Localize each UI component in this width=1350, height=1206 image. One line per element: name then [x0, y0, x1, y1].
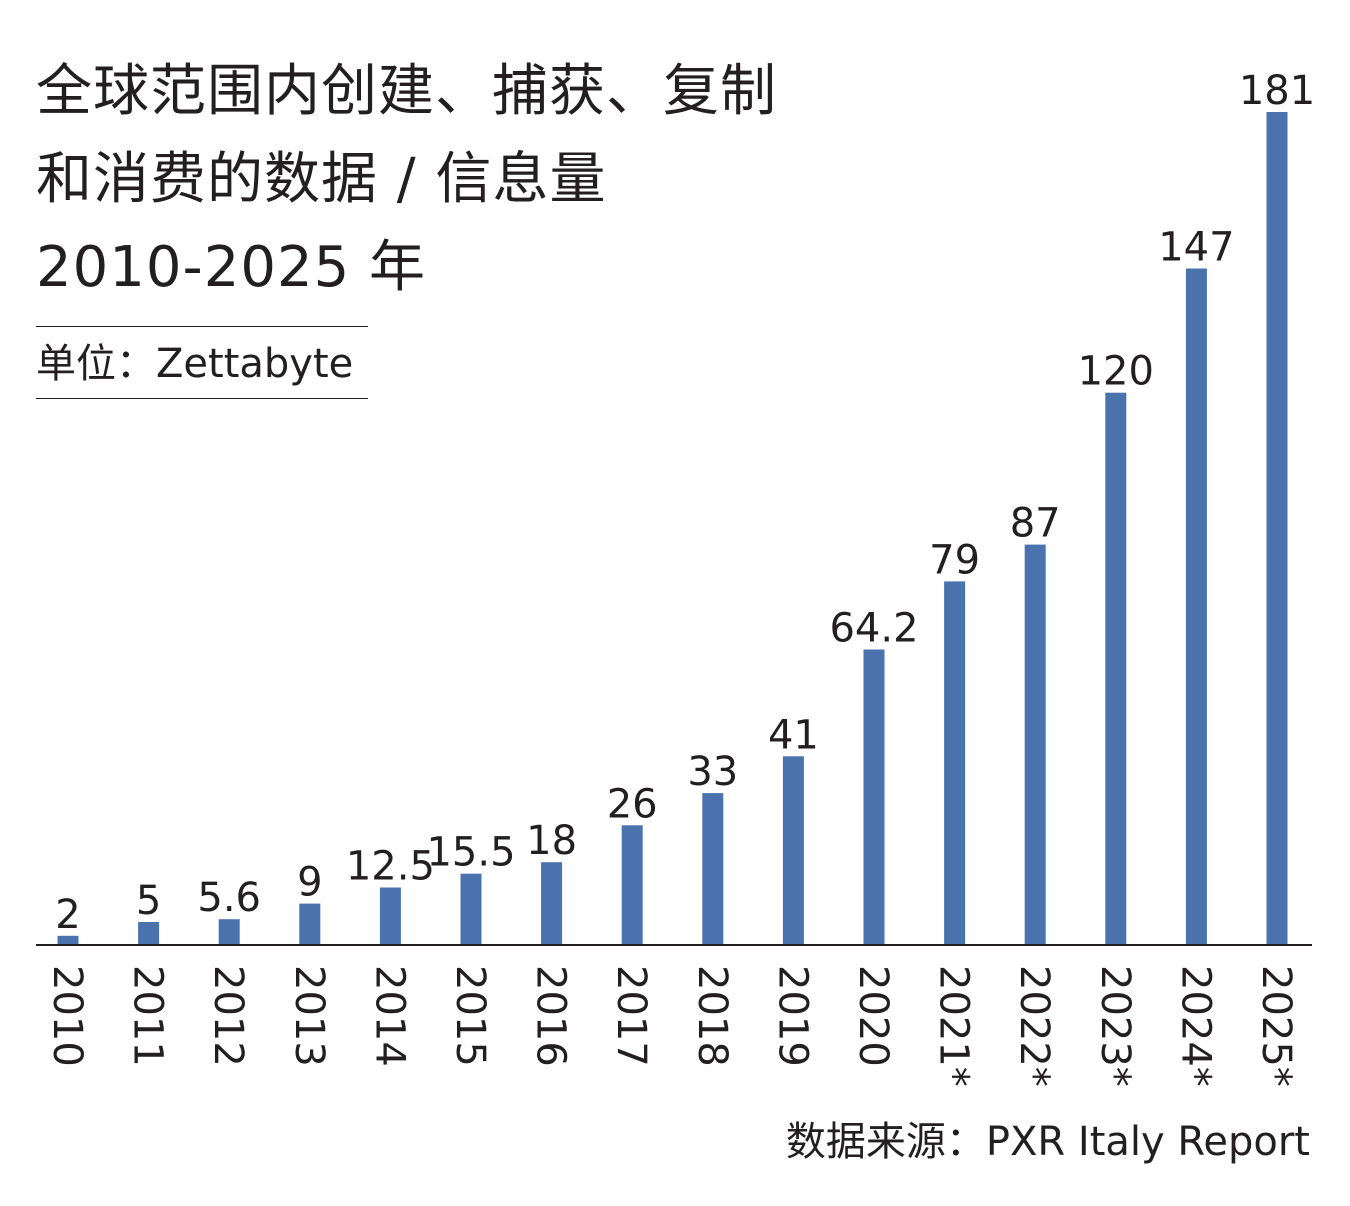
x-tick-label-2018: 2018	[689, 965, 735, 1067]
bar-2013	[299, 903, 321, 945]
data-label-2011: 5	[136, 878, 161, 924]
bar-2010	[57, 935, 79, 945]
x-tick-label-2014: 2014	[366, 965, 412, 1067]
bar-2018	[702, 793, 724, 945]
x-tick-label-2019: 2019	[769, 965, 815, 1067]
chart-title-line-1: 全球范围内创建、捕获、复制	[36, 59, 777, 124]
unit-rule-bottom	[36, 398, 368, 399]
x-tick-label-2020: 2020	[850, 965, 896, 1067]
bar-2015	[460, 873, 482, 945]
x-tick-label-2017: 2017	[608, 965, 654, 1067]
chart-title-line-2: 和消费的数据 / 信息量	[36, 147, 607, 212]
bar-2012	[218, 919, 240, 945]
data-label-2018: 33	[687, 749, 738, 795]
data-label-2014: 12.5	[346, 844, 435, 890]
bar-2016	[541, 862, 563, 945]
data-label-2025*: 181	[1239, 68, 1315, 114]
x-tick-label-2024*: 2024*	[1172, 965, 1218, 1087]
bar-2023*	[1105, 392, 1127, 945]
chart-title-line-3: 2010-2025 年	[36, 235, 427, 300]
data-label-2013: 9	[297, 860, 322, 906]
bar-2020	[863, 649, 885, 945]
bar-2014	[379, 887, 401, 945]
bar-2017	[621, 825, 643, 945]
x-tick-label-2022*: 2022*	[1011, 965, 1057, 1087]
bar-2019	[782, 756, 804, 945]
x-tick-label-2013: 2013	[286, 965, 332, 1067]
data-label-2016: 18	[526, 818, 577, 864]
x-tick-label-2021*: 2021*	[931, 965, 977, 1087]
x-tick-label-2016: 2016	[528, 965, 574, 1067]
source-label: 数据来源：PXR Italy Report	[785, 1119, 1310, 1165]
data-label-2023*: 120	[1078, 349, 1154, 395]
x-tick-label-2011: 2011	[125, 965, 171, 1067]
bar-2024*	[1185, 268, 1207, 945]
bar-2022*	[1024, 544, 1046, 945]
data-label-2022*: 87	[1010, 501, 1061, 547]
unit-label: 单位：Zettabyte	[36, 341, 354, 387]
x-tick-label-2012: 2012	[205, 965, 251, 1067]
data-label-2015: 15.5	[426, 830, 515, 876]
data-label-2021*: 79	[929, 537, 980, 583]
x-tick-label-2015: 2015	[447, 965, 493, 1067]
bar-2021*	[944, 581, 966, 945]
data-label-2017: 26	[607, 781, 658, 827]
bar-2025*	[1266, 112, 1288, 945]
data-label-2012: 5.6	[197, 875, 261, 921]
data-label-2019: 41	[768, 712, 819, 758]
x-tick-label-2023*: 2023*	[1092, 965, 1138, 1087]
data-label-2010: 2	[55, 892, 80, 938]
data-label-2024*: 147	[1158, 225, 1234, 271]
unit-rule-top	[36, 326, 368, 327]
bar-2011	[138, 922, 160, 945]
x-tick-label-2010: 2010	[44, 965, 90, 1067]
data-label-2020: 64.2	[829, 606, 918, 652]
x-tick-label-2025*: 2025*	[1253, 965, 1299, 1087]
